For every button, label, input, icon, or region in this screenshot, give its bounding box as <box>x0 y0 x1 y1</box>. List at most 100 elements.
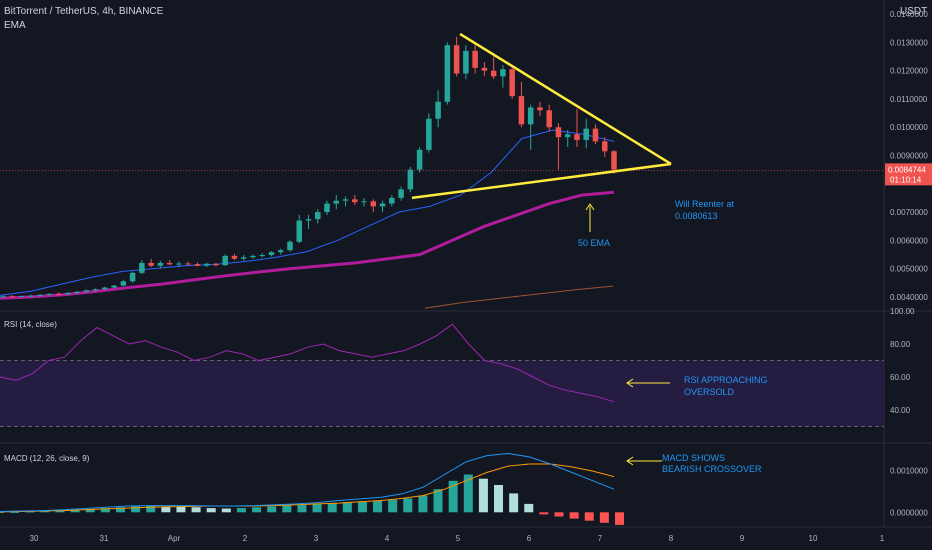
ema-slow-line <box>424 285 614 309</box>
x-tick-label: Apr <box>168 534 181 543</box>
y-tick-label: 0.0050000 <box>890 265 928 274</box>
macd-histogram-bar <box>509 493 519 513</box>
x-tick-label: 4 <box>385 534 390 543</box>
candle-body <box>537 107 543 111</box>
candle-body <box>250 255 256 258</box>
candle-body <box>352 199 358 203</box>
candle-body <box>194 264 201 266</box>
annotation-ema50: 50 EMA <box>578 238 610 248</box>
candle-body <box>527 107 534 125</box>
macd-histogram-bar <box>569 512 579 519</box>
macd-histogram-bar <box>312 503 322 513</box>
candle-body <box>453 45 460 74</box>
macd-histogram-bar <box>100 508 110 513</box>
triangle-lower-line <box>411 162 672 200</box>
currency-label: USDT <box>900 6 928 17</box>
annotation-rsi: OVERSOLD <box>684 387 735 397</box>
candle-body <box>203 263 210 266</box>
candle-body <box>157 262 164 266</box>
macd-histogram-bar <box>252 507 262 513</box>
candle-body <box>583 128 589 140</box>
candle-body <box>315 212 321 220</box>
candle-body <box>296 220 302 242</box>
rsi-tick-label: 40.00 <box>890 406 911 415</box>
candle-body <box>148 262 154 266</box>
y-tick-label: 0.0040000 <box>890 293 928 302</box>
y-tick-label: 0.0130000 <box>890 38 928 47</box>
candle-body <box>0 296 6 298</box>
macd-tick-label: 0.0000000 <box>890 508 928 517</box>
candle-body <box>435 101 441 119</box>
candle-body <box>389 197 395 204</box>
ema-fast-line <box>0 129 615 296</box>
macd-histogram-bar <box>0 511 4 513</box>
ema-50-line <box>0 190 615 300</box>
macd-histogram-bar <box>463 474 473 513</box>
annotation-rsi: RSI APPROACHING <box>684 375 768 385</box>
macd-histogram-bar <box>131 506 141 513</box>
y-tick-label: 0.0140000 <box>890 10 928 19</box>
candle-body <box>231 255 238 259</box>
rsi-tick-label: 100.00 <box>890 307 915 316</box>
y-tick-label: 0.0110000 <box>890 95 928 104</box>
y-tick-label: 0.0100000 <box>890 123 928 132</box>
candle-body <box>305 219 312 221</box>
macd-histogram-bar <box>615 512 624 525</box>
macd-histogram-bar <box>236 508 246 513</box>
candle-body <box>287 241 293 251</box>
candle-body <box>166 262 173 265</box>
x-tick-label: 3 <box>314 534 319 543</box>
macd-signal-line <box>0 463 615 513</box>
candle-body <box>74 291 80 293</box>
annotation-reenter: Will Reenter at <box>675 199 735 209</box>
macd-histogram-bar <box>191 507 201 513</box>
rsi-band <box>0 360 884 427</box>
triangle-upper-line <box>459 32 672 166</box>
current-price-label: 0.0084744 <box>888 165 926 174</box>
macd-histogram-bar <box>599 512 609 523</box>
candle-body <box>268 252 275 256</box>
macd-line <box>0 452 615 512</box>
rsi-line <box>0 323 615 403</box>
macd-histogram-bar <box>342 502 352 513</box>
macd-histogram-bar <box>267 506 277 513</box>
x-tick-label: 10 <box>809 534 818 543</box>
candle-body <box>342 199 349 201</box>
candle-body <box>111 285 117 288</box>
x-tick-label: 1 <box>880 534 885 543</box>
candle-body <box>592 128 599 142</box>
macd-histogram-bar <box>448 480 458 513</box>
macd-histogram-bar <box>554 512 564 517</box>
candle-body <box>472 50 478 68</box>
candle-body <box>259 255 265 257</box>
rsi-title: RSI (14, close) <box>4 320 57 329</box>
macd-tick-label: 0.0010000 <box>890 466 928 475</box>
candle-body <box>324 203 330 213</box>
annotation-macd: BEARISH CROSSOVER <box>662 464 762 474</box>
candle-body <box>611 151 617 170</box>
macd-histogram-bar <box>282 505 292 513</box>
y-tick-label: 0.0070000 <box>890 208 928 217</box>
macd-histogram-bar <box>388 499 398 513</box>
macd-histogram-bar <box>403 498 413 513</box>
macd-histogram-bar <box>373 500 383 513</box>
candle-body <box>92 289 99 291</box>
candle-body <box>18 296 25 298</box>
countdown-label: 01:10:14 <box>890 175 922 184</box>
macd-histogram-bar <box>55 510 65 513</box>
candle-body <box>407 169 414 190</box>
candle-body <box>490 70 497 77</box>
candle-body <box>120 281 127 286</box>
candle-body <box>139 262 145 273</box>
macd-histogram-bar <box>297 504 307 513</box>
macd-histogram-bar <box>494 485 504 513</box>
candle-body <box>509 69 515 97</box>
candle-body <box>564 134 571 138</box>
y-tick-label: 0.0090000 <box>890 152 928 161</box>
candle-body <box>129 272 136 282</box>
candle-body <box>9 296 16 298</box>
macd-histogram-bar <box>25 511 35 513</box>
x-tick-label: 6 <box>527 534 532 543</box>
candle-body <box>37 294 43 296</box>
